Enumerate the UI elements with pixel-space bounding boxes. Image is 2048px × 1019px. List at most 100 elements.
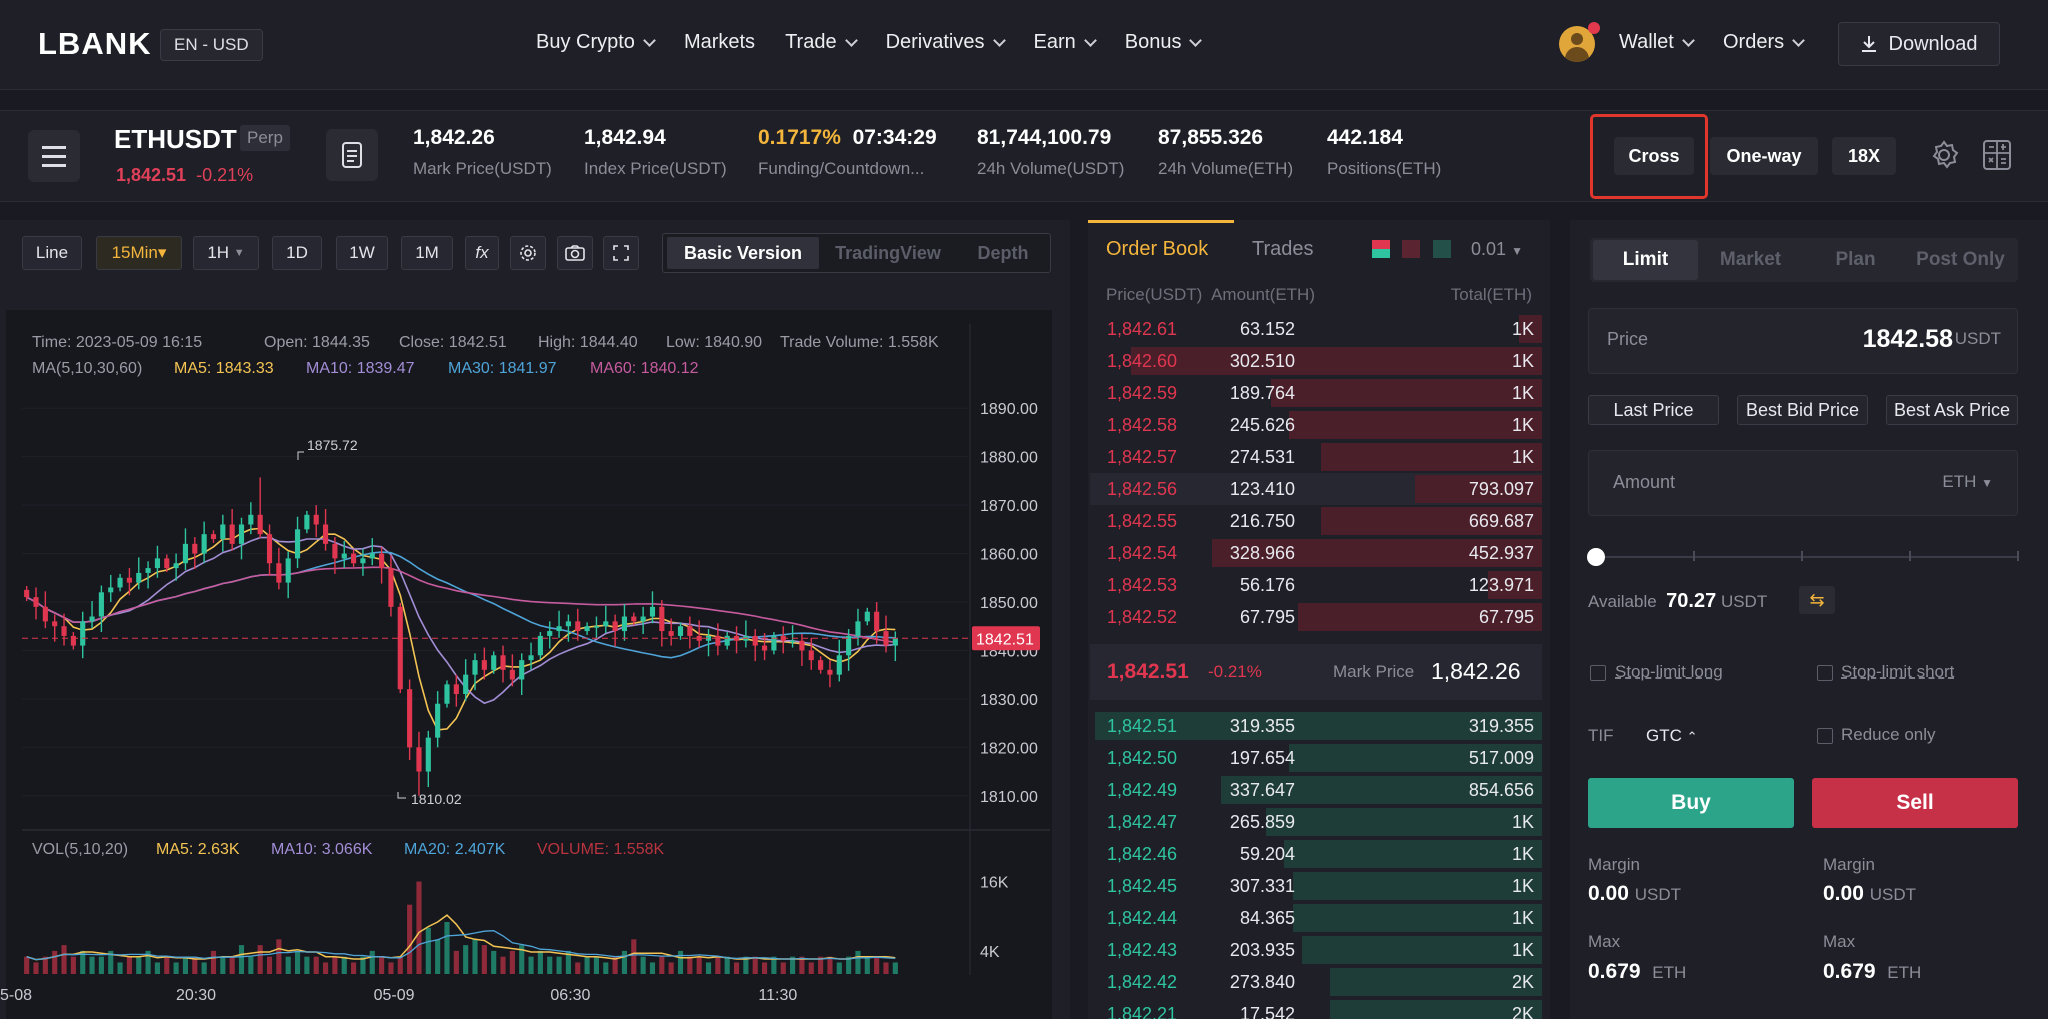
menu-trade[interactable]: Trade	[785, 31, 858, 54]
volume-bar	[52, 950, 58, 974]
best-bid-button[interactable]: Best Bid Price	[1737, 395, 1868, 425]
view-bids-icon[interactable]	[1433, 240, 1451, 258]
menu-bonus[interactable]: Bonus	[1125, 31, 1203, 54]
orders-menu[interactable]: Orders	[1723, 31, 1805, 54]
chart-type-line[interactable]: Line	[22, 236, 82, 270]
row-amount: 67.795	[1239, 607, 1295, 627]
bid-row[interactable]: 1,842.51 319.355 319.355	[1090, 710, 1542, 742]
stop-short-checkbox[interactable]	[1817, 665, 1833, 681]
interval-1m[interactable]: 1M	[401, 236, 453, 270]
view-both-icon[interactable]	[1372, 240, 1390, 258]
candle-body	[724, 635, 730, 646]
gear-icon[interactable]	[1928, 139, 1960, 171]
depth-tab[interactable]: Depth	[977, 243, 1029, 263]
menu-buy-crypto[interactable]: Buy Crypto	[536, 31, 656, 54]
sell-button[interactable]: Sell	[1812, 778, 2018, 828]
candle-body	[705, 635, 712, 641]
tab-order-book[interactable]: Order Book	[1106, 238, 1209, 260]
ask-row[interactable]: 1,842.59 189.764 1K	[1090, 377, 1542, 409]
ask-row[interactable]: 1,842.52 67.795 67.795	[1090, 601, 1542, 633]
transfer-swap-icon[interactable]: ⇆	[1799, 586, 1835, 614]
stop-long-label[interactable]: Stop-limit long	[1615, 662, 1723, 681]
symbol-name[interactable]: ETHUSDT	[114, 124, 237, 154]
bid-row[interactable]: 1,842.50 197.654 517.009	[1090, 742, 1542, 774]
cross-margin-button[interactable]: Cross	[1614, 137, 1694, 175]
row-amount: 319.355	[1229, 716, 1295, 736]
slider-handle[interactable]	[1587, 548, 1605, 566]
interval-15min[interactable]: 15Min ▾	[96, 236, 182, 270]
bid-row[interactable]: 1,842.46 59.204 1K	[1090, 838, 1542, 870]
row-price: 1,842.56	[1107, 479, 1178, 499]
ask-row[interactable]: 1,842.58 245.626 1K	[1090, 409, 1542, 441]
interval-1w[interactable]: 1W	[336, 236, 388, 270]
tab-limit[interactable]: Limit	[1593, 240, 1698, 280]
bid-row[interactable]: 1,842.47 265.859 1K	[1090, 806, 1542, 838]
menu-markets[interactable]: Markets	[683, 31, 756, 53]
language-currency-selector[interactable]: EN - USD	[160, 29, 263, 61]
candle-body	[136, 572, 142, 583]
candlestick-chart[interactable]: 1890.001880.001870.001860.001850.001840.…	[0, 310, 1070, 1019]
best-ask-button[interactable]: Best Ask Price	[1886, 395, 2018, 425]
sell-margin-value: 0.00 USDT	[1823, 882, 1916, 905]
buy-button[interactable]: Buy	[1588, 778, 1794, 828]
lbank-logo[interactable]: LBANK	[38, 26, 152, 61]
bid-row[interactable]: 1,842.42 273.840 2K	[1090, 966, 1542, 998]
amount-unit-select[interactable]: ETH ▼	[1942, 472, 1993, 491]
interval-1h[interactable]: 1H ▼	[193, 236, 259, 270]
amount-input[interactable]: Amount ETH ▼	[1588, 450, 2018, 516]
bid-row[interactable]: 1,842.49 337.647 854.656	[1090, 774, 1542, 806]
leverage-button[interactable]: 18X	[1832, 137, 1896, 175]
stop-short-label[interactable]: Stop-limit short	[1841, 662, 1955, 681]
row-total: 2K	[1511, 1004, 1534, 1019]
bid-row[interactable]: 1,842.45 307.331 1K	[1090, 870, 1542, 902]
bid-row[interactable]: 1,842.21 17.542 2K	[1090, 998, 1542, 1019]
tab-plan[interactable]: Plan	[1835, 249, 1876, 270]
contract-info-button[interactable]	[326, 129, 378, 181]
indicators-fx-button[interactable]: fx	[465, 236, 499, 270]
tab-post-only[interactable]: Post Only	[1916, 249, 2005, 270]
ask-row[interactable]: 1,842.54 328.966 452.937	[1090, 537, 1542, 569]
candle-body	[294, 529, 301, 559]
precision-select[interactable]: 0.01 ▼	[1471, 239, 1523, 259]
stop-long-checkbox[interactable]	[1590, 665, 1606, 681]
last-price-button[interactable]: Last Price	[1588, 395, 1719, 425]
price-input[interactable]: Price 1842.58 USDT	[1588, 308, 2018, 374]
amount-slider[interactable]	[1596, 556, 2018, 558]
reduce-only-label[interactable]: Reduce only	[1841, 725, 1936, 744]
depth-bar	[1212, 539, 1542, 567]
market-list-button[interactable]	[28, 130, 80, 182]
tif-select[interactable]: GTC ⌃	[1646, 726, 1698, 745]
candle-body	[715, 635, 721, 646]
menu-earn[interactable]: Earn	[1034, 31, 1097, 54]
wallet-menu[interactable]: Wallet	[1619, 31, 1695, 54]
tab-market[interactable]: Market	[1719, 249, 1782, 270]
candle-body	[836, 655, 842, 675]
y-tick-label: 1880.00	[980, 450, 1038, 467]
screenshot-button[interactable]	[557, 236, 593, 270]
stat-volume-eth: 87,855.326 24h Volume(ETH)	[1158, 126, 1294, 178]
reduce-only-checkbox[interactable]	[1817, 728, 1833, 744]
ask-row[interactable]: 1,842.60 302.510 1K	[1090, 345, 1542, 377]
highlight-box	[1590, 114, 1708, 199]
bid-row[interactable]: 1,842.43 203.935 1K	[1090, 934, 1542, 966]
ask-row[interactable]: 1,842.53 56.176 123.971	[1090, 569, 1542, 601]
chart-settings-button[interactable]	[510, 236, 546, 270]
interval-1d[interactable]: 1D	[272, 236, 322, 270]
menu-derivatives[interactable]: Derivatives	[886, 31, 1006, 54]
fullscreen-button[interactable]	[603, 236, 639, 270]
row-total: 793.097	[1468, 479, 1534, 499]
row-price: 1,842.42	[1107, 972, 1178, 992]
volume-bar	[537, 950, 543, 974]
position-mode-button[interactable]: One-way	[1710, 137, 1818, 175]
basic-version-tab[interactable]: Basic Version	[667, 237, 819, 269]
ask-row[interactable]: 1,842.56 123.410 793.097	[1090, 473, 1542, 505]
ask-row[interactable]: 1,842.61 63.152 1K	[1090, 313, 1542, 345]
ask-row[interactable]: 1,842.57 274.531 1K	[1090, 441, 1542, 473]
tradingview-tab[interactable]: TradingView	[835, 243, 941, 263]
view-asks-icon[interactable]	[1402, 240, 1420, 258]
calculator-icon[interactable]	[1982, 139, 2012, 171]
ask-row[interactable]: 1,842.55 216.750 669.687	[1090, 505, 1542, 537]
bid-row[interactable]: 1,842.44 84.365 1K	[1090, 902, 1542, 934]
download-button[interactable]: Download	[1838, 22, 2000, 66]
tab-trades[interactable]: Trades	[1252, 238, 1314, 260]
